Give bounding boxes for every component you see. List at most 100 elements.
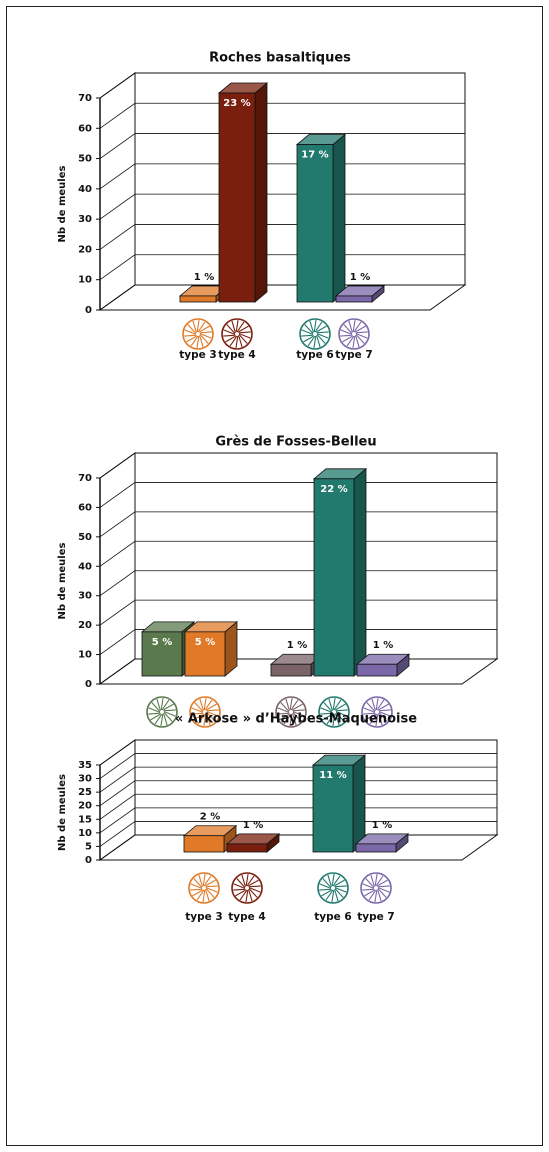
icon-spoke [379,711,391,717]
icon-spoke [238,325,249,333]
icon-spoke [364,889,375,897]
y-tick-label: 35 [78,760,92,771]
bar-front [184,631,226,677]
type-icon [146,696,178,728]
bar [334,285,386,303]
icon-spoke [289,714,293,727]
icon-spoke [192,320,197,332]
grid-line [99,570,136,597]
icon-spoke [289,697,293,710]
icon-spoke [196,319,200,332]
icon-spoke [196,890,204,901]
icon-spoke [202,890,206,903]
bar-side [254,82,268,303]
icon-spoke [187,324,196,334]
icon-spoke [194,702,203,712]
bar-front [141,631,183,677]
grid-line [99,163,136,190]
y-tick-label: 70 [78,93,92,104]
grid-line [99,72,136,99]
icon-spoke [317,334,326,344]
type-icon [317,872,349,904]
icon-spoke [332,714,336,727]
y-axis-label: Nb de meules [57,542,68,619]
icon-spoke [375,697,379,710]
icon-spoke [334,890,339,902]
bar-front [356,663,398,677]
x-tick-label: type 6 [314,911,351,923]
x-tick-label: type 4 [228,911,265,923]
icon-spoke [336,711,348,717]
icon-spoke [205,699,213,710]
type-icon [318,696,350,728]
icon-spoke [377,890,382,902]
icon-spoke [313,319,317,332]
value-label: 1 % [243,820,263,831]
icon-spoke [191,712,203,715]
icon-spoke [363,707,375,713]
icon-spoke [321,889,332,897]
icon-spoke [328,698,333,710]
value-label: 1 % [287,640,307,651]
icon-hub [288,709,294,715]
grid-line [99,224,136,250]
bar-front [313,478,355,677]
value-label: 1 % [194,272,214,283]
icon-spoke [319,883,331,889]
grid-line [99,807,136,834]
icon-hub [373,885,379,891]
icon-spoke [326,714,334,725]
y-tick-label: 5 [85,841,92,852]
icon-spoke [239,890,247,901]
icon-spoke [200,334,209,344]
icon-spoke [370,874,375,886]
icon-spoke [365,878,374,888]
icon-spoke [316,325,327,333]
x-tick-label: type 3 [179,349,216,361]
grid-line [99,193,136,220]
icon-spoke [379,709,391,712]
icon-spoke [377,699,385,710]
y-tick-label: 10 [78,650,92,661]
icon-spoke [335,888,344,898]
icon-spoke [190,883,202,889]
icon-spoke [378,714,383,726]
icon-spoke [309,320,314,332]
icon-spoke [235,319,239,332]
grid-line [99,629,136,655]
icon-spoke [223,334,235,337]
left-wall [99,452,136,685]
icon-spoke [248,879,259,887]
icon-spoke [239,333,251,339]
frame [6,6,543,1146]
icon-spoke [233,883,245,889]
icon-spoke [320,707,332,713]
type-icon [188,872,220,904]
icon-spoke [202,873,206,886]
icon-spoke [362,883,374,889]
icon-spoke [369,714,377,725]
y-axis-label: Nb de meules [57,774,68,851]
icon-spoke [317,331,329,334]
bar [217,82,269,303]
chart-title: Grès de Fosses-Belleu [215,435,376,450]
y-tick-label: 10 [78,275,92,286]
icon-spoke [233,888,245,891]
icon-spoke [150,713,161,721]
icon-spoke [354,321,362,332]
icon-spoke [206,703,217,711]
icon-spoke [292,714,297,726]
icon-hub [159,709,165,715]
icon-spoke [193,713,204,721]
icon-spoke [346,336,354,347]
icon-spoke [379,712,388,722]
icon-hub [351,331,357,337]
icon-spoke [352,336,356,349]
value-label: 22 % [320,484,347,495]
floor [98,834,499,861]
chart-title: « Arkose » d’Haybes-Maquenoise [175,712,417,727]
y-tick-label: 60 [78,123,92,134]
icon-hub [330,885,336,891]
icon-spoke [196,336,200,349]
